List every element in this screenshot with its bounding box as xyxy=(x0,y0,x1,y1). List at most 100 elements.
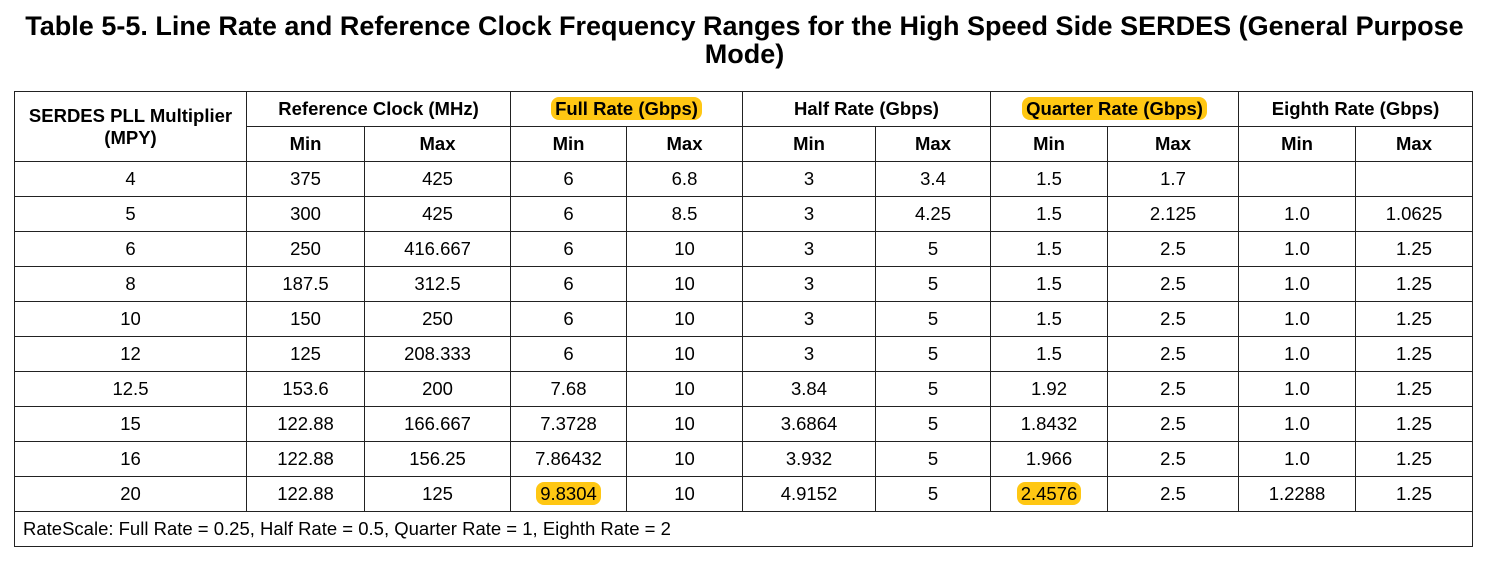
data-cell: 10 xyxy=(626,336,743,372)
data-cell: 3 xyxy=(742,266,876,302)
data-cell: 1.0 xyxy=(1238,301,1356,337)
subheader: Min xyxy=(990,126,1108,162)
data-cell: 1.25 xyxy=(1355,231,1473,267)
data-cell: 6 xyxy=(510,196,627,232)
data-row: 16 122.88 156.25 7.86432 10 3.932 5 1.966 2.5 1.0… xyxy=(14,441,1473,477)
data-cell: 5 xyxy=(875,476,991,512)
data-cell: 20 xyxy=(14,476,247,512)
data-cell: 122.88 xyxy=(246,476,365,512)
data-cell: 2.5 xyxy=(1107,441,1239,477)
data-cell: 1.0 xyxy=(1238,336,1356,372)
data-cell: 5 xyxy=(875,441,991,477)
subheader-row: Min Max Min Max Min Max Min Max Min Max xyxy=(15,126,1473,162)
data-cell: 2.5 xyxy=(1107,476,1239,512)
data-cell: 5 xyxy=(875,406,991,442)
data-cell: 4.25 xyxy=(875,196,991,232)
footnote-row: RateScale: Full Rate = 0.25, Half Rate =… xyxy=(14,511,1473,547)
data-cell: 1.25 xyxy=(1355,441,1473,477)
data-cell: 3 xyxy=(742,336,876,372)
data-row: 12 125 208.333 6 10 3 5 1.5 2.5 1.0 1.25 xyxy=(14,336,1473,372)
data-cell: 1.0 xyxy=(1238,266,1356,302)
data-cell: 1.0625 xyxy=(1355,196,1473,232)
data-cell: 1.2288 xyxy=(1238,476,1356,512)
data-cell: 7.68 xyxy=(510,371,627,407)
data-cell: 1.25 xyxy=(1355,266,1473,302)
subheader: Max xyxy=(875,126,991,162)
data-cell: 425 xyxy=(364,196,511,232)
data-cell: 5 xyxy=(875,371,991,407)
data-cell: 3.84 xyxy=(742,371,876,407)
data-cell: 1.0 xyxy=(1238,196,1356,232)
data-cell: 1.0 xyxy=(1238,441,1356,477)
table-title: Table 5-5. Line Rate and Reference Clock… xyxy=(25,11,1464,69)
data-cell: 10 xyxy=(626,441,743,477)
data-cell: 2.5 xyxy=(1107,406,1239,442)
data-cell: 10 xyxy=(626,266,743,302)
subheader: Max xyxy=(364,126,511,162)
highlight: Quarter Rate (Gbps) xyxy=(1022,97,1207,120)
data-cell: 1.25 xyxy=(1355,406,1473,442)
data-cell: 7.3728 xyxy=(510,406,627,442)
data-row: 20 122.88 125 9.8304 10 4.9152 5 2.4576 2.5 1.228… xyxy=(14,476,1473,512)
data-cell: 125 xyxy=(246,336,365,372)
data-cell: 6 xyxy=(510,336,627,372)
data-cell: 3 xyxy=(742,231,876,267)
data-cell: 5 xyxy=(875,231,991,267)
data-cell: 5 xyxy=(875,266,991,302)
group-header: Full Rate (Gbps) xyxy=(510,91,743,127)
data-cell: 8 xyxy=(14,266,247,302)
data-cell: 1.5 xyxy=(990,301,1108,337)
data-cell xyxy=(1238,161,1356,197)
data-cell: 1.0 xyxy=(1238,231,1356,267)
data-cell: 6.8 xyxy=(626,161,743,197)
data-cell: 153.6 xyxy=(246,371,365,407)
group-header: Reference Clock (MHz) xyxy=(246,91,511,127)
data-cell: 1.0 xyxy=(1238,371,1356,407)
data-cell: 3 xyxy=(742,301,876,337)
data-cell: 166.667 xyxy=(364,406,511,442)
data-cell: 1.25 xyxy=(1355,371,1473,407)
data-cell: 3.6864 xyxy=(742,406,876,442)
data-cell: 1.25 xyxy=(1355,336,1473,372)
data-cell: 10 xyxy=(626,371,743,407)
data-cell: 1.5 xyxy=(990,336,1108,372)
data-cell: 10 xyxy=(626,231,743,267)
data-cell: 1.25 xyxy=(1355,476,1473,512)
data-cell: 125 xyxy=(364,476,511,512)
data-cell: 7.86432 xyxy=(510,441,627,477)
data-cell: 300 xyxy=(246,196,365,232)
data-cell: 6 xyxy=(510,301,627,337)
data-cell: 150 xyxy=(246,301,365,337)
data-cell: 10 xyxy=(626,476,743,512)
highlight: 2.4576 xyxy=(1016,482,1082,505)
subheader: Max xyxy=(1107,126,1239,162)
data-row: 8 187.5 312.5 6 10 3 5 1.5 2.5 1.0 1.25 xyxy=(14,266,1473,302)
footnote: RateScale: Full Rate = 0.25, Half Rate =… xyxy=(14,511,1473,547)
data-cell: 6 xyxy=(510,231,627,267)
data-cell: 9.8304 xyxy=(510,476,627,512)
data-cell: 1.5 xyxy=(990,231,1108,267)
data-row: 15 122.88 166.667 7.3728 10 3.6864 5 1.8432 2.5 1… xyxy=(14,406,1473,442)
data-cell: 5 xyxy=(14,196,247,232)
data-cell: 12 xyxy=(14,336,247,372)
header-row: SERDES PLL Multiplier (MPY) Reference Clo… xyxy=(14,91,1473,162)
group-header: Quarter Rate (Gbps) xyxy=(990,91,1239,127)
subheader: Min xyxy=(246,126,365,162)
data-cell: 156.25 xyxy=(364,441,511,477)
data-cell: 1.7 xyxy=(1107,161,1239,197)
data-cell: 1.92 xyxy=(990,371,1108,407)
data-cell: 425 xyxy=(364,161,511,197)
data-cell: 5 xyxy=(875,336,991,372)
data-cell: 208.333 xyxy=(364,336,511,372)
data-cell: 312.5 xyxy=(364,266,511,302)
data-cell: 122.88 xyxy=(246,406,365,442)
data-cell: 4.9152 xyxy=(742,476,876,512)
data-cell: 3 xyxy=(742,161,876,197)
data-cell: 122.88 xyxy=(246,441,365,477)
data-cell: 250 xyxy=(364,301,511,337)
subheader: Min xyxy=(742,126,876,162)
group-header: Half Rate (Gbps) xyxy=(742,91,991,127)
rate-table: SERDES PLL Multiplier (MPY) Reference Clo… xyxy=(14,91,1473,547)
data-cell: 2.5 xyxy=(1107,266,1239,302)
